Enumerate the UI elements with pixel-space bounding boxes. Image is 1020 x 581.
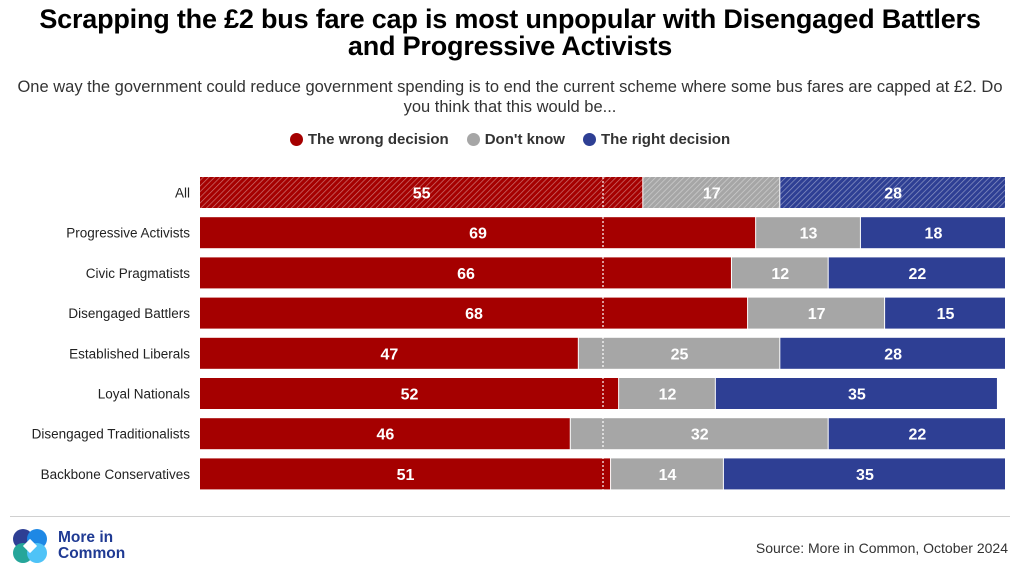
data-label-wrong: 66 [457,266,475,283]
bar-segment-right [715,378,997,409]
data-label-wrong: 69 [469,226,487,243]
bar-segment-dontknow [756,217,860,249]
category-label: Progressive Activists [66,226,190,241]
data-label-right: 28 [884,346,902,363]
legend-item-dontknow: Don't know [466,131,565,148]
data-label-right: 15 [937,306,955,323]
bar-segment-right [828,418,1005,450]
bar-segment-wrong [200,418,570,450]
chart-title: Scrapping the £2 bus fare cap is most un… [39,4,981,61]
bar-segment-wrong [200,337,578,369]
category-label: Loyal Nationals [98,387,191,402]
legend-dot-dontknow [466,133,480,146]
bar-segment-right [860,217,1005,249]
more-in-common-logo-icon [13,529,47,563]
bar-row-backbone-conservatives: Backbone Conservatives 51 14 35 [41,458,1005,490]
data-label-wrong: 47 [381,346,399,363]
data-label-right: 18 [925,226,943,243]
bar-row-disengaged-traditionalists: Disengaged Traditionalists 46 32 22 [32,418,1005,450]
bar-segment-wrong [200,217,756,249]
bar-segment-right [780,337,1005,369]
data-label-right: 22 [908,427,926,444]
legend-label-dontknow: Don't know [484,131,565,148]
data-label-dontknow: 32 [691,427,709,444]
bar-segment-wrong [200,378,619,409]
data-label-dontknow: 12 [771,266,789,283]
chart-subtitle: One way the government could reduce gove… [17,78,1003,116]
category-label: Established Liberals [69,346,190,361]
data-label-dontknow: 17 [703,186,721,203]
footer-divider [10,516,1010,517]
more-in-common-logo: More in Common [10,526,125,566]
legend-item-wrong: The wrong decision [289,131,449,148]
data-label-wrong: 51 [397,467,415,484]
category-label: Disengaged Battlers [68,306,190,321]
stacked-bar-chart: All 55 17 28 Progressive Activists 69 13 18 Civi… [32,177,1005,490]
data-label-dontknow: 13 [800,226,818,243]
bar-segment-wrong [200,297,748,329]
bar-segment-dontknow [748,297,885,329]
bar-row-loyal-nationals: Loyal Nationals 52 12 35 [98,378,997,409]
bar-segment-right [885,297,1005,329]
legend-dot-right [582,133,596,146]
data-label-dontknow: 14 [659,467,677,484]
legend: The wrong decision Don't know The right … [0,131,1020,148]
data-label-wrong: 68 [465,306,483,323]
category-label: Disengaged Traditionalists [32,427,191,442]
bar-segment-hatch [643,177,780,208]
legend-label-wrong: The wrong decision [307,131,449,148]
legend-dot-wrong [289,133,303,146]
bar-segment-right [828,257,1005,289]
data-label-dontknow: 17 [808,306,826,323]
bar-row-established-liberals: Established Liberals 47 25 28 [69,337,1005,369]
data-label-right: 28 [884,186,902,203]
data-label-right: 22 [908,266,926,283]
source-note: Source: More in Common, October 2024 [755,540,1008,556]
logo-text-line1: More in [58,529,114,546]
bar-segment-hatch [200,177,643,208]
logo-text: More in Common [58,530,125,562]
bar-row-disengaged-battlers: Disengaged Battlers 68 17 15 [68,297,1005,329]
bar-row-civic-pragmatists: Civic Pragmatists 66 12 22 [86,257,1005,289]
category-label: Civic Pragmatists [86,266,191,281]
bar-segment-wrong [200,257,731,289]
category-label: All [175,186,190,201]
data-label-dontknow: 12 [659,387,677,404]
bar-segment-dontknow [578,337,780,369]
bar-segment-hatch [780,177,1005,208]
data-label-dontknow: 25 [671,346,689,363]
bar-segment-dontknow [611,458,723,490]
bar-segment-dontknow [619,378,715,409]
legend-label-right: The right decision [600,131,731,148]
logo-text-line2: Common [58,545,126,562]
data-label-right: 35 [856,467,874,484]
bar-segment-right [723,458,1005,490]
legend-item-right: The right decision [582,131,731,148]
data-label-right: 35 [848,387,866,404]
data-label-wrong: 55 [413,186,431,203]
data-label-wrong: 46 [376,427,394,444]
bar-row-progressive-activists: Progressive Activists 69 13 18 [66,217,1005,249]
bar-segment-dontknow [731,257,828,289]
category-label: Backbone Conservatives [41,467,191,482]
data-label-wrong: 52 [401,387,419,404]
bar-row-all: All 55 17 28 [175,177,1005,208]
bar-segment-dontknow [570,418,828,450]
bar-segment-wrong [200,458,611,490]
